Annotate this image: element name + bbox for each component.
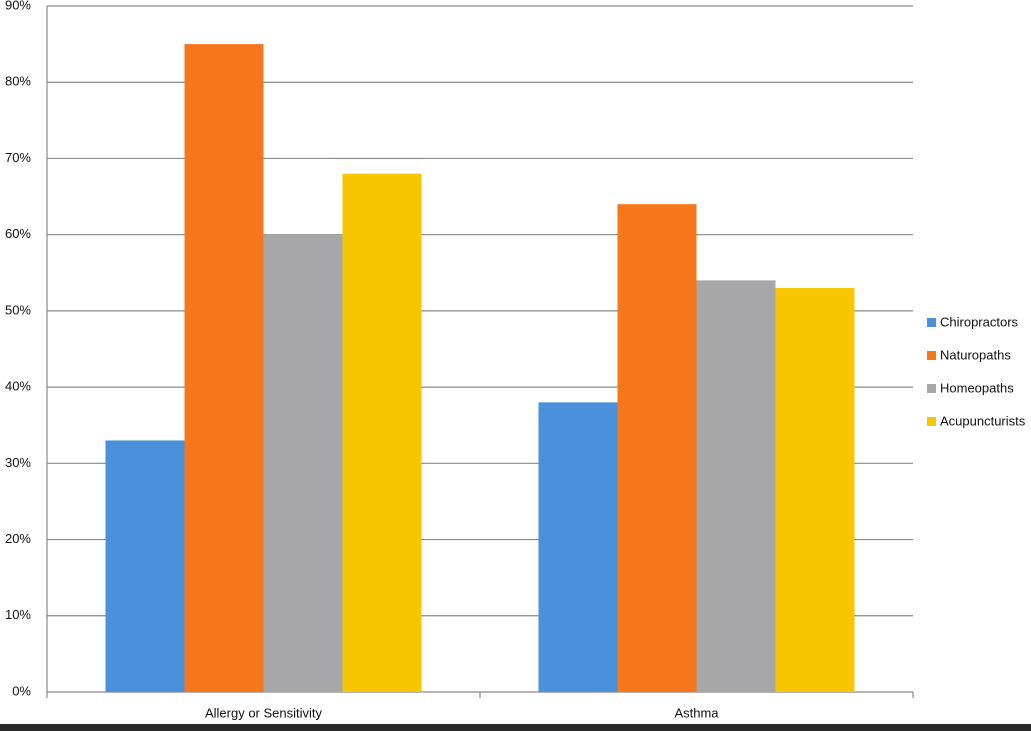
y-tick-label: 80%	[5, 74, 31, 89]
y-tick-label: 20%	[5, 531, 31, 546]
bar	[105, 440, 185, 692]
y-tick-label: 0%	[12, 683, 31, 698]
legend-swatch	[927, 384, 936, 393]
bar	[184, 44, 264, 693]
bar	[263, 234, 343, 692]
x-tick-label: Allergy or Sensitivity	[205, 705, 323, 720]
bar	[617, 204, 697, 692]
y-tick-label: 90%	[5, 0, 31, 12]
screen-frame	[0, 724, 1031, 731]
bar	[696, 280, 776, 692]
legend-label: Chiropractors	[940, 314, 1019, 329]
y-tick-label: 70%	[5, 150, 31, 165]
bar	[342, 173, 422, 692]
x-tick-label: Asthma	[674, 705, 719, 720]
y-tick-label: 30%	[5, 455, 31, 470]
legend-swatch	[927, 318, 936, 327]
bar	[538, 402, 618, 692]
y-tick-label: 10%	[5, 607, 31, 622]
legend-swatch	[927, 417, 936, 426]
y-tick-label: 50%	[5, 302, 31, 317]
bar	[775, 288, 855, 692]
legend-label: Homeopaths	[940, 380, 1014, 395]
legend-label: Acupuncturists	[940, 413, 1026, 428]
legend-label: Naturopaths	[940, 347, 1011, 362]
y-tick-label: 60%	[5, 226, 31, 241]
y-tick-label: 40%	[5, 379, 31, 394]
legend-swatch	[927, 351, 936, 360]
